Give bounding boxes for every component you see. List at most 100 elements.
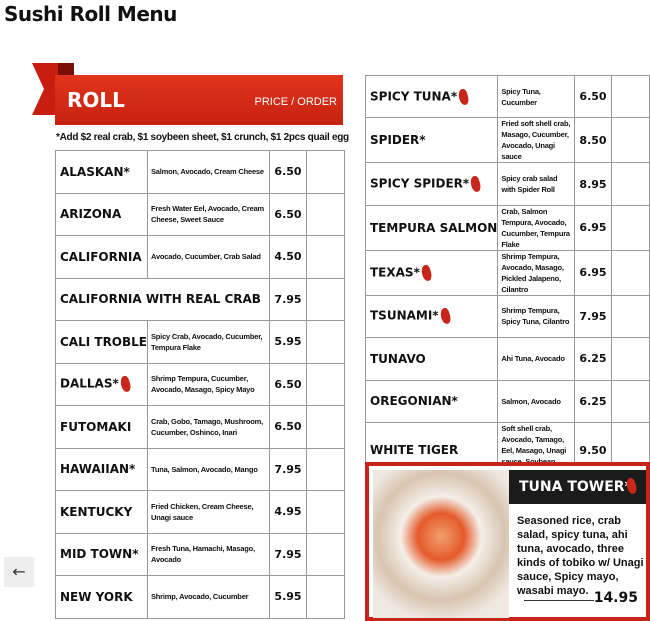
item-name: TSUNAMI* xyxy=(370,308,439,323)
order-cell xyxy=(306,447,345,491)
item-name-cell: TEXAS* xyxy=(364,249,499,296)
item-description: Fried soft shell crab, Masago, Cucumber,… xyxy=(497,117,575,164)
item-price: 5.95 xyxy=(269,575,307,619)
order-cell xyxy=(306,490,345,534)
section-banner: ROLL PRICE / ORDER xyxy=(55,75,343,125)
arrow-left-icon: ← xyxy=(12,562,26,581)
item-name: HAWAIIAN* xyxy=(60,462,136,477)
item-name-cell: SPICY TUNA* xyxy=(364,74,499,119)
item-name-cell: KENTUCKY xyxy=(55,490,148,534)
item-description: Tuna, Salmon, Avocado, Mango xyxy=(147,447,270,491)
order-cell xyxy=(306,192,345,236)
order-cell xyxy=(306,405,345,449)
item-description: Spicy Tuna, Cucumber xyxy=(497,74,575,119)
menu-item-row: NEW YORK Shrimp, Avocado, Cucumber 5.95 xyxy=(55,575,345,619)
chili-icon xyxy=(457,87,471,106)
order-cell xyxy=(611,162,650,206)
page-title: Sushi Roll Menu xyxy=(4,2,177,26)
feature-title-bar: TUNA TOWER* xyxy=(509,470,646,504)
menu-item-row: CALI TROBLE Spicy Crab, Avocado, Cucumber… xyxy=(55,320,345,364)
item-price: 6.95 xyxy=(574,204,612,251)
item-name-cell: DALLAS* xyxy=(55,362,148,406)
item-price: 6.95 xyxy=(574,249,612,296)
item-name: KENTUCKY xyxy=(60,504,133,519)
item-description: Salmon, Avocado xyxy=(497,379,575,423)
menu-item-row: CALIFORNIA Avocado, Cucumber, Crab Salad 4… xyxy=(55,235,345,279)
section-title: ROLL xyxy=(67,88,125,112)
item-description: Ahi Tuna, Avocado xyxy=(497,337,575,381)
item-name-cell: TSUNAMI* xyxy=(364,294,499,339)
item-description: Fresh Tuna, Hamachi, Masago, Avocado xyxy=(147,532,270,576)
item-description: Shrimp Tempura, Avocado, Masago, Pickled… xyxy=(497,249,575,296)
menu-item-row: TEXAS* Shrimp Tempura, Avocado, Masago, P… xyxy=(364,249,650,296)
item-name: NEW YORK xyxy=(60,589,133,604)
order-cell xyxy=(306,362,345,406)
left-menu-table: ALASKAN* Salmon, Avocado, Cream Cheese 6.5… xyxy=(55,150,345,619)
item-name-cell: ARIZONA xyxy=(55,192,148,236)
item-description: Salmon, Avocado, Cream Cheese xyxy=(147,150,270,194)
order-cell xyxy=(611,249,650,296)
item-description: Shrimp Tempura, Cucumber, Avocado, Masag… xyxy=(147,362,270,406)
item-name-cell: HAWAIIAN* xyxy=(55,447,148,491)
item-price: 5.95 xyxy=(269,320,307,364)
price-column-label: PRICE / ORDER xyxy=(254,96,337,108)
order-cell xyxy=(611,379,650,423)
order-cell xyxy=(611,294,650,339)
feature-name: TUNA TOWER* xyxy=(519,479,632,495)
item-price: 7.95 xyxy=(269,532,307,576)
item-name: SPICY SPIDER* xyxy=(370,176,470,191)
item-price: 6.25 xyxy=(574,337,612,381)
item-name-cell: MID TOWN* xyxy=(55,532,148,576)
feature-card: TUNA TOWER* Seasoned rice, crab salad, s… xyxy=(365,462,650,621)
back-arrow-button[interactable]: ← xyxy=(4,557,34,587)
menu-item-row: ARIZONA Fresh Water Eel, Avocado, Cream C… xyxy=(55,192,345,236)
item-name: CALI TROBLE xyxy=(60,334,147,349)
menu-item-row: SPIDER* Fried soft shell crab, Masago, Cu… xyxy=(364,117,650,164)
item-price: 8.95 xyxy=(574,162,612,206)
item-name-cell: CALIFORNIA WITH REAL CRAB xyxy=(55,277,270,321)
item-name: TEMPURA SALMON xyxy=(370,220,498,235)
item-name-cell: NEW YORK xyxy=(55,575,148,619)
item-name: MID TOWN* xyxy=(60,547,139,562)
item-name: TUNAVO xyxy=(370,351,426,366)
item-name: FUTOMAKI xyxy=(60,419,132,434)
item-name-cell: CALI TROBLE xyxy=(55,320,148,364)
menu-item-row: SPICY SPIDER* Spicy crab salad with Spide… xyxy=(364,162,650,206)
item-name: TEXAS* xyxy=(370,265,420,280)
item-price: 7.95 xyxy=(269,447,307,491)
item-price: 6.50 xyxy=(574,74,612,119)
order-cell xyxy=(611,74,650,119)
item-description: Crab, Gobo, Tamago, Mushroom, Cucumber, … xyxy=(147,405,270,449)
item-name: CALIFORNIA WITH REAL CRAB xyxy=(60,292,261,307)
item-name-cell: SPICY SPIDER* xyxy=(364,162,499,206)
item-description: Crab, Salmon Tempura, Avocado, Cucumber,… xyxy=(497,204,575,251)
item-price: 4.95 xyxy=(269,490,307,534)
divider xyxy=(524,600,594,601)
item-description: Spicy Crab, Avocado, Cucumber, Tempura F… xyxy=(147,320,270,364)
item-price: 6.50 xyxy=(269,362,307,406)
order-cell xyxy=(611,204,650,251)
item-price: 6.50 xyxy=(269,192,307,236)
item-description: Spicy crab salad with Spider Roll xyxy=(497,162,575,206)
item-description: Fried Chicken, Cream Cheese, Unagi sauce xyxy=(147,490,270,534)
item-price: 6.50 xyxy=(269,405,307,449)
item-price: 6.25 xyxy=(574,379,612,423)
tuna-tower-photo xyxy=(373,470,509,618)
addon-note: *Add $2 real crab, $1 soybeen sheet, $1 … xyxy=(56,132,349,143)
menu-item-row: DALLAS* Shrimp Tempura, Cucumber, Avocado… xyxy=(55,362,345,406)
menu-item-row: TEMPURA SALMON Crab, Salmon Tempura, Avoc… xyxy=(364,204,650,251)
right-menu-table: SPICY TUNA* Spicy Tuna, Cucumber 6.50 SPIDE… xyxy=(364,74,650,479)
chili-icon xyxy=(469,175,483,193)
item-name: SPICY TUNA* xyxy=(370,89,458,104)
order-cell xyxy=(611,337,650,381)
item-name-cell: ALASKAN* xyxy=(55,150,148,194)
item-name-cell: OREGONIAN* xyxy=(364,379,499,423)
menu-item-row: TSUNAMI* Shrimp Tempura, Spicy Tuna, Cila… xyxy=(364,294,650,339)
item-description: Avocado, Cucumber, Crab Salad xyxy=(147,235,270,279)
chili-icon xyxy=(118,375,132,394)
item-name: ARIZONA xyxy=(60,207,122,222)
chili-icon xyxy=(419,263,433,282)
item-name-cell: CALIFORNIA xyxy=(55,235,148,279)
order-cell xyxy=(306,575,345,619)
item-name: DALLAS* xyxy=(60,376,119,391)
